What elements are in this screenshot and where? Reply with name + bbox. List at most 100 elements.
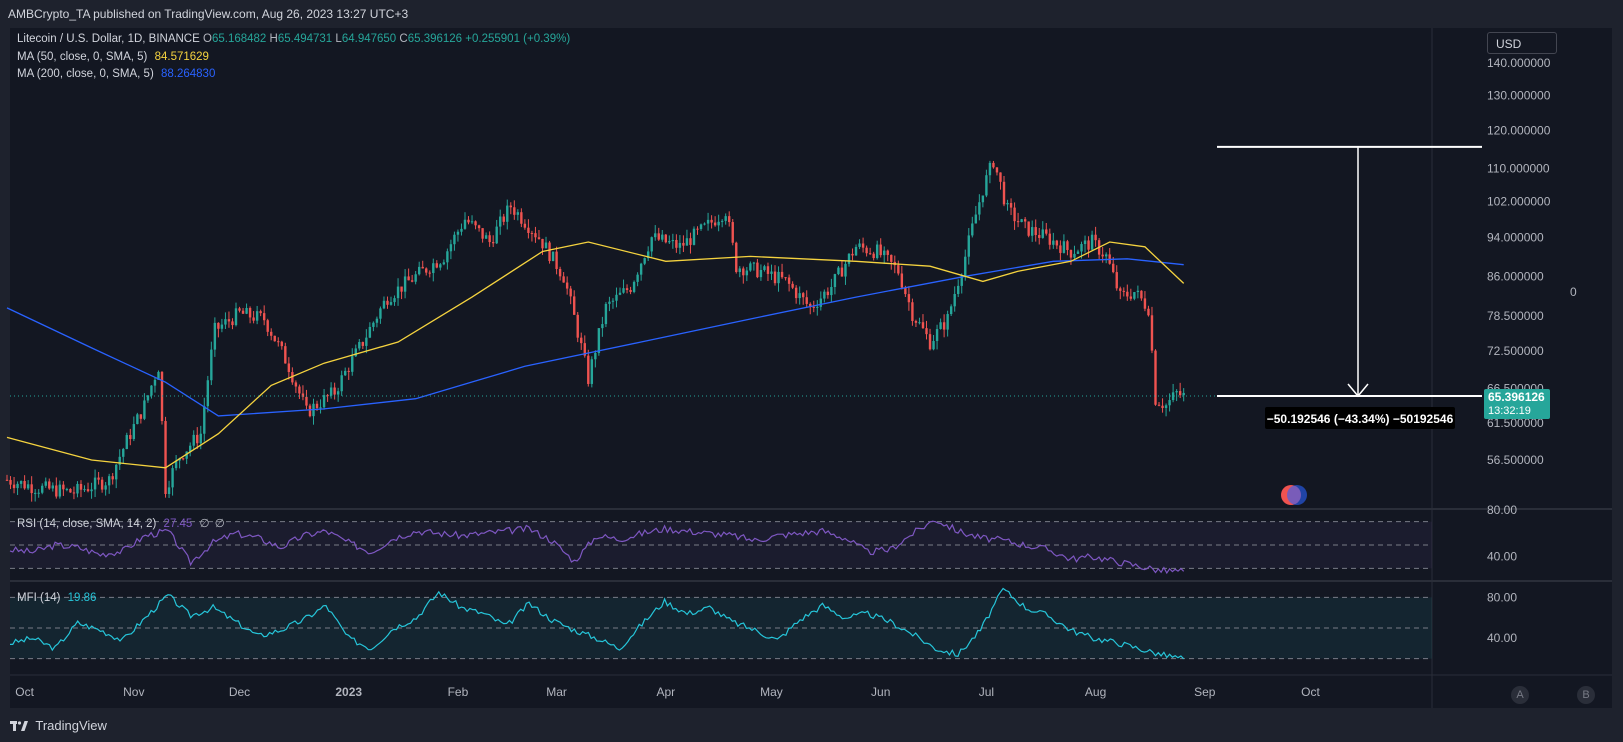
- candle-body: [446, 251, 449, 263]
- symbol-legend: Litecoin / U.S. Dollar, 1D, BINANCE O65.…: [17, 33, 570, 45]
- candle-body: [298, 386, 301, 394]
- currency-button[interactable]: USD: [1487, 32, 1557, 54]
- price-tick-label: 86.000000: [1487, 269, 1544, 283]
- candle-body: [664, 234, 668, 243]
- candle-body: [30, 484, 33, 494]
- candle-body: [897, 265, 900, 274]
- candle-body: [301, 393, 305, 397]
- candle-body: [453, 234, 456, 245]
- candle-body: [9, 479, 12, 485]
- candle-body: [396, 286, 400, 299]
- candle-body: [565, 282, 569, 289]
- candle-body: [742, 268, 745, 276]
- price-tick-label: 140.000000: [1487, 56, 1551, 70]
- candle-body: [463, 219, 467, 229]
- price-tick-label: 61.500000: [1487, 416, 1544, 430]
- candle-body: [414, 274, 417, 282]
- candle-body: [728, 216, 731, 223]
- candle-body: [139, 414, 143, 419]
- candle-body: [1129, 296, 1133, 299]
- price-tick-label: 56.500000: [1487, 453, 1544, 467]
- candle-body: [573, 296, 576, 315]
- brand-name: TradingView: [35, 718, 107, 733]
- candle-body: [646, 251, 650, 259]
- candle-body: [449, 244, 453, 252]
- candle-body: [1157, 404, 1161, 406]
- candle-body: [675, 239, 678, 248]
- candle-body: [344, 370, 347, 376]
- candle-body: [608, 301, 611, 304]
- candle-body: [143, 400, 146, 419]
- price-tick-label: 72.500000: [1487, 344, 1544, 358]
- candle-body: [703, 223, 706, 225]
- candle-body: [351, 356, 354, 372]
- candle-body: [146, 395, 150, 401]
- candle-body: [76, 483, 79, 494]
- candle-body: [784, 277, 787, 279]
- time-tick-label: Jun: [871, 685, 890, 699]
- candle-body: [410, 280, 414, 282]
- candle-body: [865, 247, 868, 254]
- candle-body: [537, 237, 541, 239]
- candle-body: [1087, 240, 1090, 250]
- candle-body: [389, 302, 393, 305]
- candle-body: [1041, 229, 1044, 238]
- ma50-legend: MA (50, close, 0, SMA, 5) 84.571629: [17, 51, 209, 63]
- time-tick-label: Apr: [656, 685, 675, 699]
- candle-body: [305, 396, 308, 406]
- candle-body: [801, 293, 805, 298]
- candle-body: [502, 216, 505, 222]
- candle-body: [639, 263, 643, 275]
- candle-body: [224, 319, 227, 325]
- candle-body: [1016, 221, 1020, 223]
- candle-body: [530, 232, 534, 234]
- time-tick-label: Sep: [1194, 685, 1216, 699]
- candle-body: [583, 343, 586, 356]
- candle-body: [682, 242, 685, 246]
- candle-body: [594, 352, 597, 360]
- candle-body: [847, 253, 851, 264]
- pane-button-b[interactable]: B: [1577, 686, 1595, 704]
- candle-body: [823, 291, 826, 299]
- candle-body: [844, 263, 847, 277]
- candle-body: [967, 235, 970, 257]
- candle-body: [611, 300, 615, 302]
- candle-body: [79, 483, 83, 490]
- candle-body: [188, 445, 192, 452]
- candle-body: [481, 228, 484, 239]
- time-tick-label: Oct: [15, 685, 34, 699]
- candle-body: [544, 242, 548, 249]
- measure-arrow-icon: [1347, 383, 1369, 398]
- candle-body: [90, 489, 93, 492]
- candle-body: [435, 263, 439, 268]
- pane-button-a[interactable]: A: [1511, 686, 1529, 704]
- candle-body: [432, 263, 435, 274]
- candle-body: [319, 407, 322, 409]
- candle-body: [615, 294, 618, 301]
- tradingview-logo[interactable]: TradingView: [10, 718, 107, 733]
- candle-body: [248, 307, 252, 318]
- candle-body: [1112, 263, 1115, 273]
- candle-body: [417, 266, 421, 275]
- candle-body: [65, 488, 69, 490]
- candle-body: [668, 241, 671, 243]
- candle-body: [816, 306, 819, 308]
- candle-body: [1122, 290, 1125, 292]
- candle-body: [347, 370, 350, 372]
- candle-body: [227, 319, 231, 322]
- candle-body: [1090, 234, 1094, 250]
- candle-body: [1101, 254, 1104, 257]
- candle-body: [830, 287, 833, 296]
- candle-body: [231, 321, 234, 326]
- candle-body: [1140, 290, 1143, 299]
- candle-body: [999, 172, 1002, 182]
- candle-body: [777, 271, 780, 284]
- rsi-na-2: ∅: [214, 518, 225, 530]
- candle-body: [1178, 391, 1182, 396]
- candle-body: [858, 243, 861, 247]
- candle-body: [939, 322, 942, 330]
- candle-body: [625, 288, 629, 291]
- candle-body: [55, 485, 58, 497]
- candle-body: [643, 258, 646, 264]
